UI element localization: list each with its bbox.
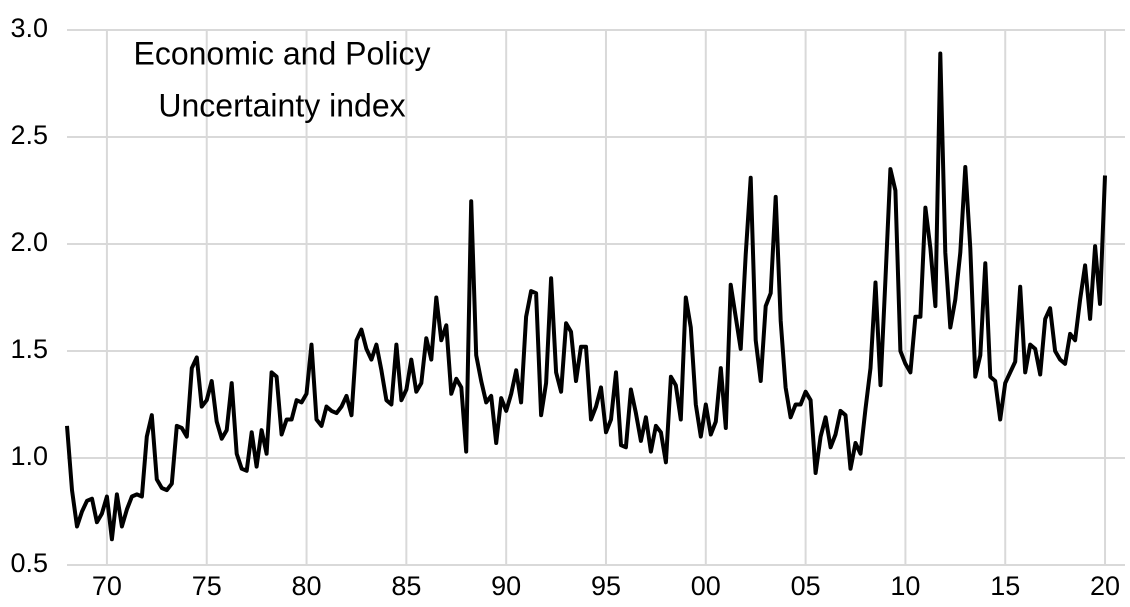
x-tick-label: 95	[591, 571, 621, 601]
x-tick-label: 75	[192, 571, 222, 601]
data-line	[65, 51, 1107, 542]
chart-title-line: Uncertainty index	[158, 87, 405, 123]
y-tick-label: 3.0	[10, 13, 48, 43]
y-tick-label: 2.5	[10, 120, 48, 150]
y-tick-label: 0.5	[10, 548, 48, 578]
x-tick-label: 00	[691, 571, 721, 601]
chart-title-line: Economic and Policy	[133, 35, 430, 71]
x-tick-label: 80	[292, 571, 322, 601]
y-tick-label: 2.0	[10, 227, 48, 257]
x-tick-label: 85	[391, 571, 421, 601]
grid	[67, 29, 1125, 566]
x-tick-label: 70	[92, 571, 122, 601]
x-tick-label: 05	[791, 571, 821, 601]
x-tick-label: 15	[990, 571, 1020, 601]
x-tick-label: 90	[491, 571, 521, 601]
x-tick-label: 10	[890, 571, 920, 601]
y-tick-label: 1.5	[10, 334, 48, 364]
y-tick-label: 1.0	[10, 441, 48, 471]
x-tick-label: 20	[1090, 571, 1120, 601]
